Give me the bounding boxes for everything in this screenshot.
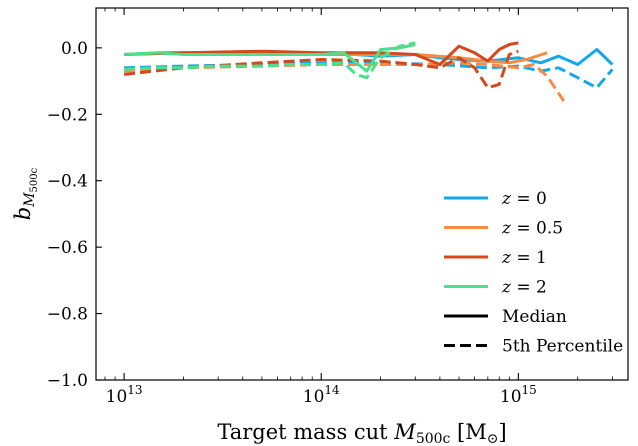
series-layer (123, 41, 614, 102)
legend-label: Median (502, 307, 567, 327)
series-line-z0-percentile (124, 61, 614, 90)
y-tick-label: −0.2 (47, 105, 88, 125)
y-axis-label: bM500c (11, 167, 40, 220)
x-tick-label: 1015 (500, 383, 537, 407)
x-tick-label: 1013 (106, 383, 143, 407)
series-line-z1-median (124, 41, 519, 66)
legend-label: z = 1 (501, 248, 547, 268)
y-tick-label: 0.0 (61, 39, 88, 59)
legend-label: z = 0 (501, 189, 547, 209)
y-tick-label: −1.0 (47, 371, 88, 391)
x-axis-label: Target mass cut M500c [M⊙] (217, 420, 506, 446)
legend-label: z = 2 (501, 278, 547, 298)
tick-layer: 0.0 −0.2 −0.4 −0.6 −0.8 −1.0 1013 1014 1015 (47, 8, 613, 407)
x-tick-label: 1014 (303, 383, 340, 407)
legend-label: 5th Percentile (502, 337, 623, 357)
y-tick-label: −0.6 (47, 238, 88, 258)
y-tick-label: −0.4 (47, 172, 88, 192)
plot-frame (95, 7, 629, 381)
series-line-z2-median (124, 43, 416, 73)
legend: z = 0 z = 0.5 z = 1 z = 2 Median 5th Percenti… (444, 189, 623, 357)
series-line-z1-percentile (123, 49, 519, 90)
series-line-z2-percentile (124, 41, 416, 80)
legend-label: z = 0.5 (501, 219, 563, 239)
y-tick-label: −0.8 (47, 305, 88, 325)
